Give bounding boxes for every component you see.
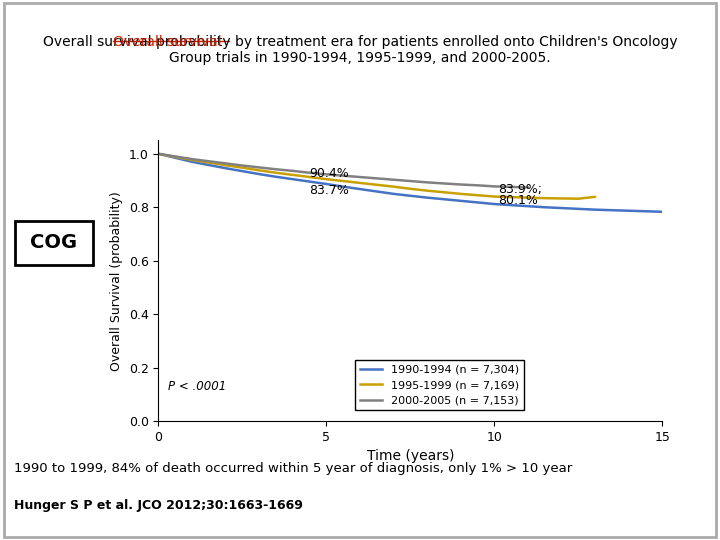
Text: 83.7%: 83.7% — [310, 185, 349, 198]
X-axis label: Time (years): Time (years) — [366, 449, 454, 463]
Text: 83.9%;: 83.9%; — [498, 183, 541, 196]
Text: 1990 to 1999, 84% of death occurred within 5 year of diagnosis, only 1% > 10 yea: 1990 to 1999, 84% of death occurred with… — [14, 462, 572, 475]
Text: 80.1%: 80.1% — [498, 194, 538, 207]
Text: Overall survival: Overall survival — [113, 35, 222, 49]
Text: Hunger S P et al. JCO 2012;30:1663-1669: Hunger S P et al. JCO 2012;30:1663-1669 — [14, 500, 303, 512]
Text: COG: COG — [30, 233, 78, 253]
Bar — [15, 221, 93, 265]
Text: P < .0001: P < .0001 — [168, 380, 227, 393]
Text: Overall survival probability by treatment era for patients enrolled onto Childre: Overall survival probability by treatmen… — [42, 35, 678, 65]
Y-axis label: Overall Survival (probability): Overall Survival (probability) — [110, 191, 123, 370]
Legend: 1990-1994 (n = 7,304), 1995-1999 (n = 7,169), 2000-2005 (n = 7,153): 1990-1994 (n = 7,304), 1995-1999 (n = 7,… — [356, 360, 523, 410]
Text: 90.4%: 90.4% — [310, 166, 349, 179]
